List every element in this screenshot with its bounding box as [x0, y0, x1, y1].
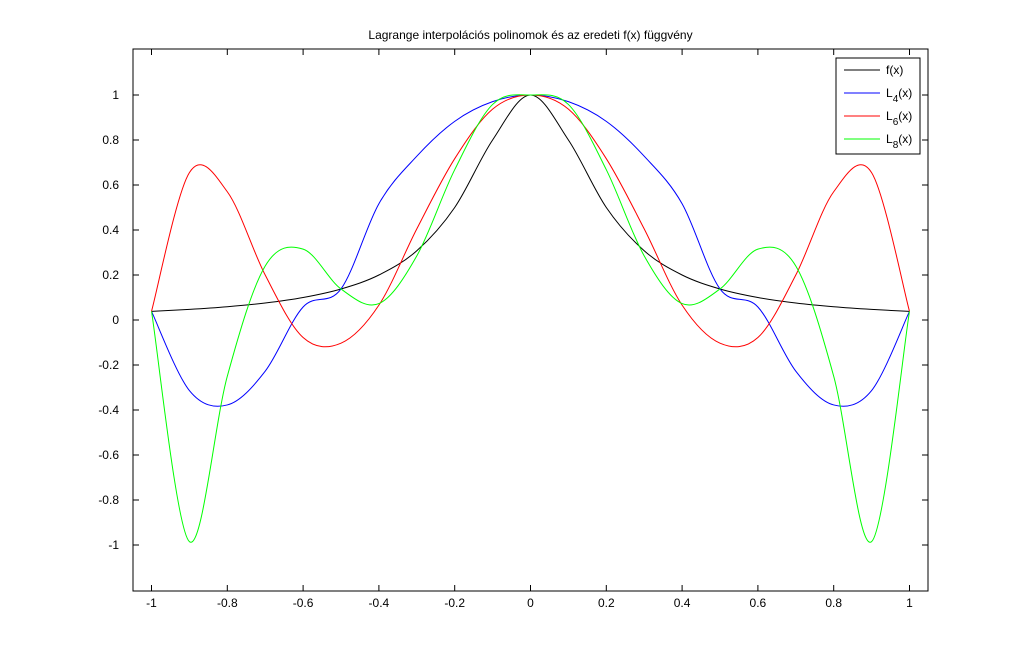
series-line-l4x — [151, 94, 910, 407]
x-tick-label: -1 — [146, 596, 157, 610]
y-tick-label: -0.8 — [98, 493, 119, 507]
x-tick-label: -0.4 — [369, 596, 390, 610]
legend-box — [835, 57, 921, 155]
axis-ticks: -1 -0.8 -0.6 -0.4 -0.2 0 0.2 0.4 0.6 0.8 1 -1 -0.8 -0… — [98, 49, 928, 610]
legend-label: f(x) — [886, 63, 903, 77]
series-lines — [151, 94, 910, 543]
legend-label: L8(x) — [886, 132, 912, 151]
series-line-l8x — [151, 94, 910, 543]
y-tick-label: 0.2 — [102, 268, 119, 282]
x-tick-label: -0.2 — [444, 596, 465, 610]
plot-area-frame — [132, 48, 929, 592]
series-line-l6x — [151, 94, 910, 348]
y-tick-label: 0 — [112, 313, 119, 327]
y-tick-label: -0.2 — [98, 358, 119, 372]
chart-title: Lagrange interpolációs polinomok és az e… — [368, 28, 692, 42]
x-tick-label: 0.8 — [825, 596, 842, 610]
x-tick-label: -0.8 — [217, 596, 238, 610]
x-tick-label: 0 — [527, 596, 534, 610]
x-tick-label: 0.6 — [750, 596, 767, 610]
y-tick-label: 1 — [112, 88, 119, 102]
x-tick-label: 0.2 — [598, 596, 615, 610]
y-tick-label: -1 — [108, 538, 119, 552]
legend-label: L6(x) — [886, 109, 912, 128]
y-tick-label: -0.6 — [98, 448, 119, 462]
x-tick-label: -0.6 — [293, 596, 314, 610]
legend: f(x) L4(x) L6(x) L8(x) — [835, 57, 921, 155]
x-tick-label: 1 — [906, 596, 913, 610]
y-tick-label: 0.8 — [102, 133, 119, 147]
legend-label: L4(x) — [886, 86, 912, 105]
y-tick-label: -0.4 — [98, 403, 119, 417]
y-tick-label: 0.4 — [102, 223, 119, 237]
x-tick-label: 0.4 — [674, 596, 691, 610]
y-tick-label: 0.6 — [102, 178, 119, 192]
series-line-fx — [151, 94, 910, 312]
